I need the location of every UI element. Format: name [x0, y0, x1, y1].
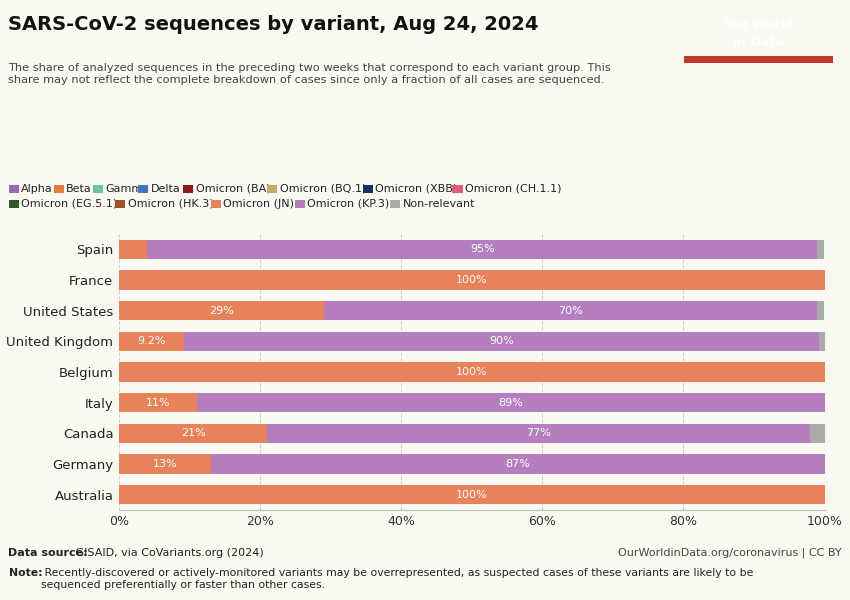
Text: Data source:: Data source:	[8, 548, 88, 558]
Text: 77%: 77%	[526, 428, 551, 439]
Text: 21%: 21%	[181, 428, 206, 439]
Text: 13%: 13%	[152, 459, 177, 469]
Bar	[147, 240, 818, 259]
Bar	[119, 454, 211, 473]
Text: The share of analyzed sequences in the preceding two weeks that correspond to ea: The share of analyzed sequences in the p…	[8, 63, 611, 85]
Text: Our World: Our World	[723, 18, 794, 31]
Text: Omicron (KP.3): Omicron (KP.3)	[308, 199, 389, 209]
Text: 95%: 95%	[470, 244, 495, 254]
Bar	[119, 485, 824, 504]
Text: 100%: 100%	[456, 490, 488, 500]
Text: 90%: 90%	[489, 337, 513, 346]
Text: 29%: 29%	[209, 305, 234, 316]
Text: 100%: 100%	[456, 275, 488, 285]
Bar	[818, 301, 824, 320]
Text: Omicron (XBB): Omicron (XBB)	[375, 184, 457, 194]
Text: in Data: in Data	[734, 35, 784, 49]
Text: Beta: Beta	[66, 184, 92, 194]
Text: 100%: 100%	[456, 367, 488, 377]
Bar	[119, 424, 267, 443]
Bar	[184, 332, 819, 351]
Bar	[119, 271, 824, 290]
Text: Non-relevant: Non-relevant	[403, 199, 475, 209]
Bar	[324, 301, 818, 320]
Text: Omicron (EG.5.1): Omicron (EG.5.1)	[21, 199, 117, 209]
Bar	[211, 454, 824, 473]
Text: 89%: 89%	[498, 398, 523, 407]
Text: Delta: Delta	[150, 184, 180, 194]
Text: 70%: 70%	[558, 305, 583, 316]
Text: 9.2%: 9.2%	[137, 337, 166, 346]
Text: Gamma: Gamma	[105, 184, 150, 194]
Text: SARS-CoV-2 sequences by variant, Aug 24, 2024: SARS-CoV-2 sequences by variant, Aug 24,…	[8, 15, 539, 34]
Text: OurWorldinData.org/coronavirus | CC BY: OurWorldinData.org/coronavirus | CC BY	[618, 548, 842, 558]
Bar	[119, 240, 147, 259]
Text: Omicron (HK.3): Omicron (HK.3)	[128, 199, 213, 209]
Bar	[819, 332, 824, 351]
Text: 11%: 11%	[145, 398, 170, 407]
Text: GISAID, via CoVariants.org (2024): GISAID, via CoVariants.org (2024)	[72, 548, 264, 558]
Text: Recently-discovered or actively-monitored variants may be overrepresented, as su: Recently-discovered or actively-monitore…	[41, 568, 753, 590]
Text: Alpha: Alpha	[21, 184, 53, 194]
Bar	[196, 393, 824, 412]
Text: Note:: Note:	[8, 568, 42, 578]
Text: 87%: 87%	[505, 459, 530, 469]
Bar	[267, 424, 810, 443]
Text: Omicron (BQ.1): Omicron (BQ.1)	[280, 184, 366, 194]
Bar	[119, 362, 824, 382]
Bar	[119, 301, 324, 320]
Text: Omicron (BA): Omicron (BA)	[196, 184, 270, 194]
Bar	[119, 393, 196, 412]
Text: Omicron (CH.1.1): Omicron (CH.1.1)	[465, 184, 562, 194]
Bar	[818, 240, 824, 259]
Bar	[684, 56, 833, 63]
Text: Omicron (JN): Omicron (JN)	[224, 199, 294, 209]
Bar	[119, 332, 184, 351]
Bar	[810, 424, 824, 443]
